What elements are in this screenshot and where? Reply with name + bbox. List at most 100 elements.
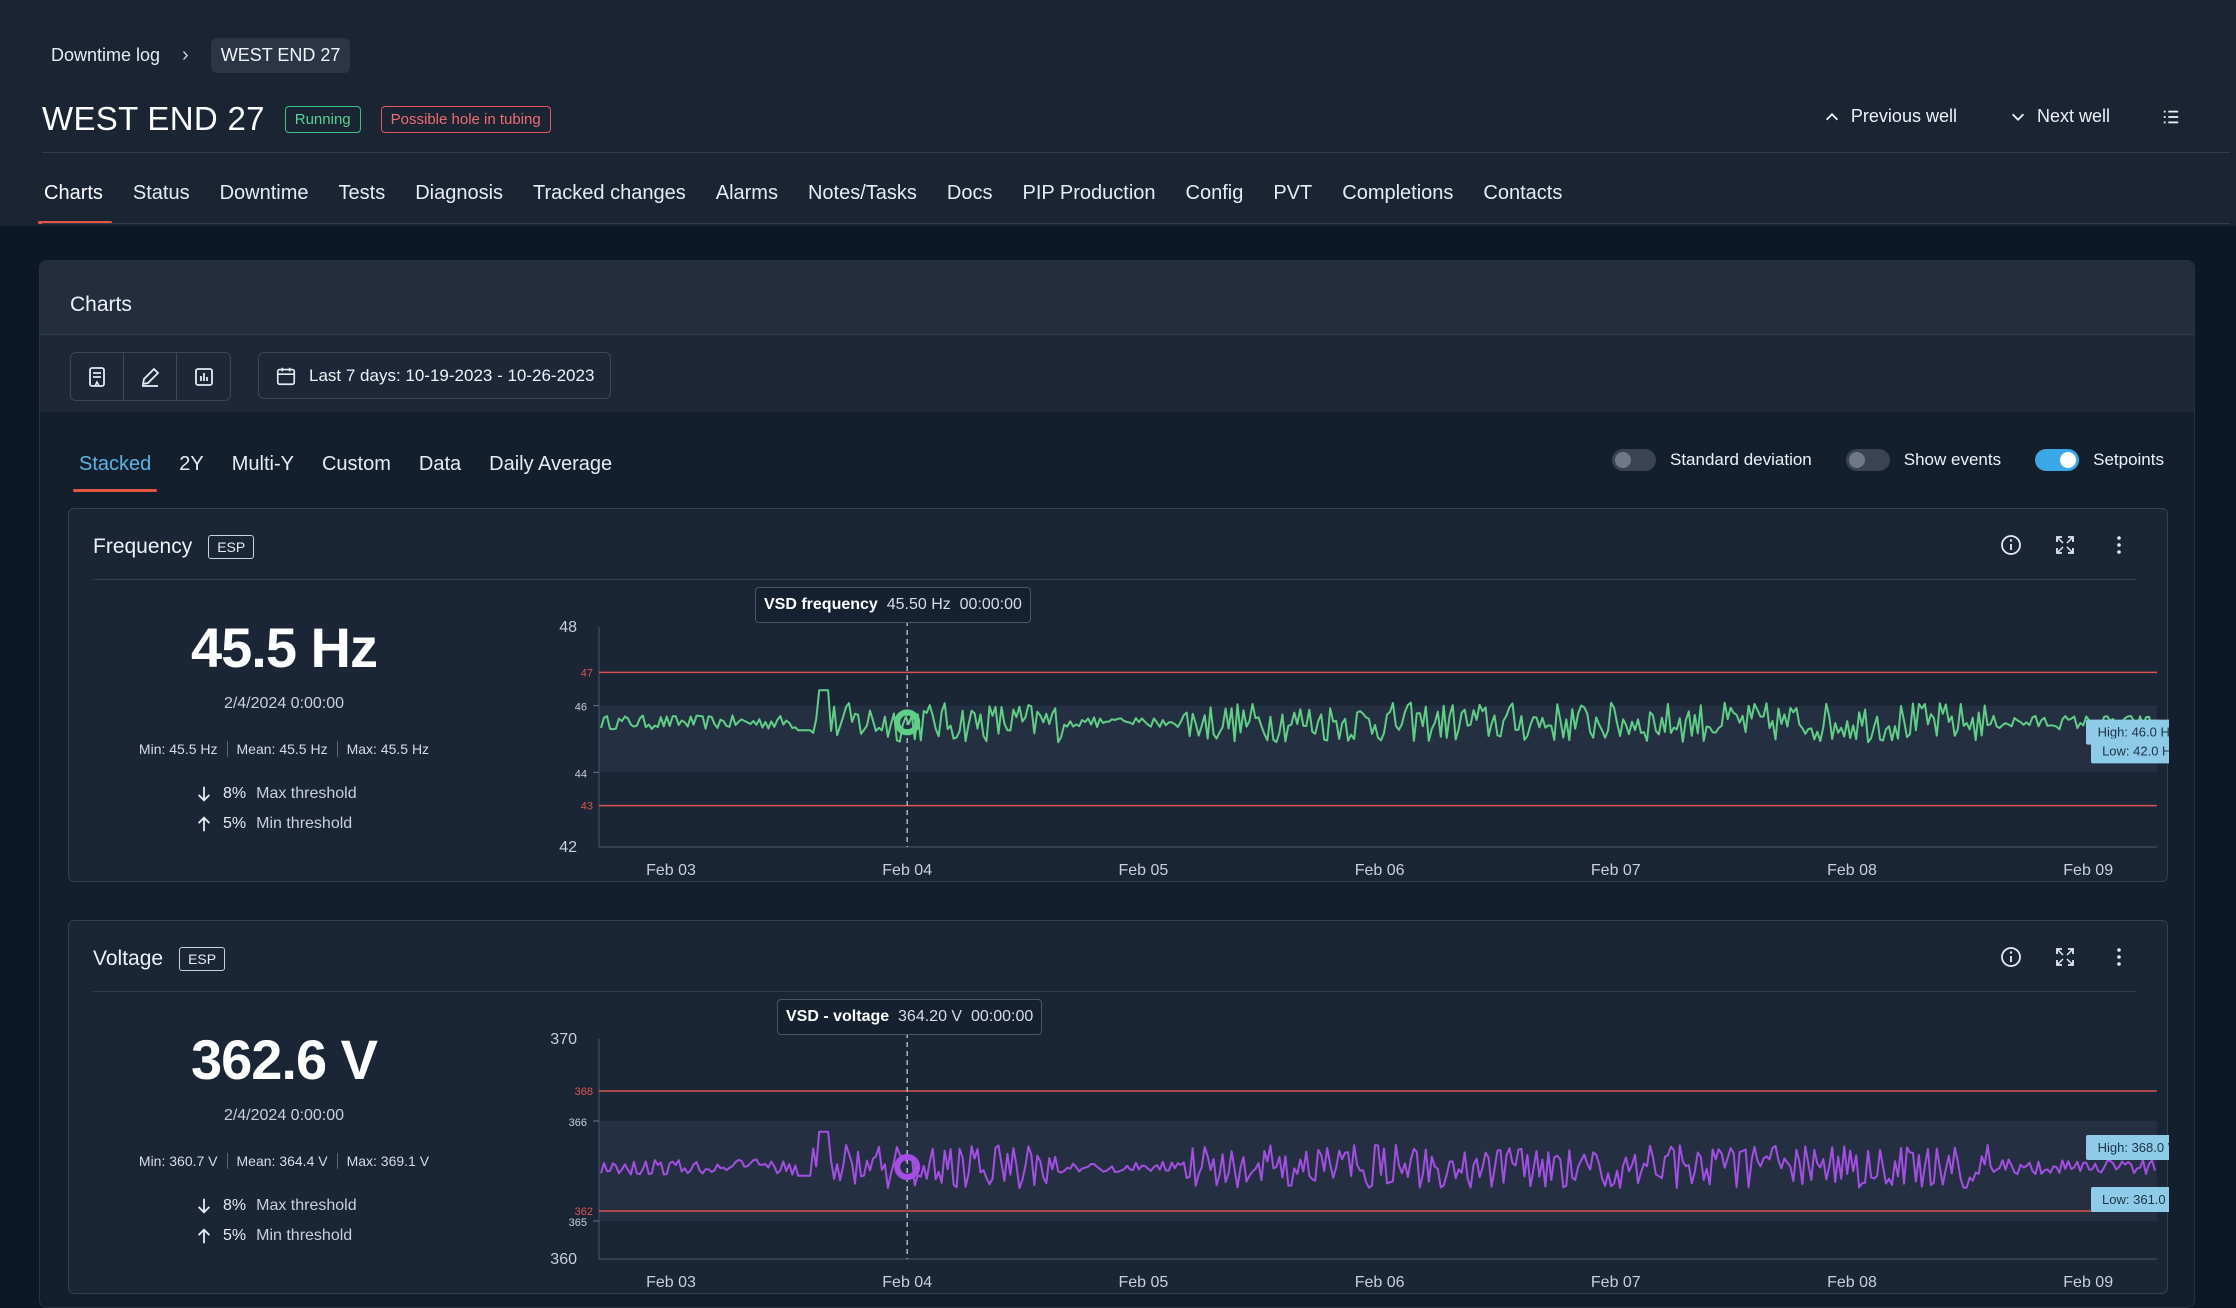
date-range-picker[interactable]: Last 7 days: 10-19-2023 - 10-26-2023 xyxy=(258,352,612,399)
info-icon[interactable] xyxy=(1999,533,2023,557)
x-tick-label: Feb 08 xyxy=(1827,862,1877,879)
hover-marker xyxy=(894,709,921,736)
tab-downtime[interactable]: Downtime xyxy=(219,182,309,204)
next-well-button[interactable]: Next well xyxy=(2009,106,2110,127)
voltage-stats: Min: 360.7 V Mean: 364.4 V Max: 369.1 V xyxy=(69,1153,499,1169)
frequency-max: Max: 45.5 Hz xyxy=(346,741,430,757)
expand-icon[interactable] xyxy=(2053,945,2077,969)
voltage-panel: Voltage ESP 362.6 V 2/4/2024 0:00:00 Min… xyxy=(68,920,2169,1295)
next-well-label: Next well xyxy=(2036,106,2110,126)
toggle-standard-deviation[interactable]: Standard deviation xyxy=(1611,449,1812,471)
view-tab-daily-average[interactable]: Daily Average xyxy=(489,453,613,475)
low-label-box xyxy=(2091,738,2169,764)
voltage-chart[interactable]: 368 362 370 366 365 360 Feb 03 Feb 04 Feb 05 Feb … xyxy=(69,921,2169,1295)
frequency-title: Frequency xyxy=(93,535,193,558)
charts-card: Charts Last 7 days: 10-19-2023 - 10-26-2… xyxy=(39,260,2195,1308)
x-tick-label: Feb 07 xyxy=(1591,1274,1641,1291)
tab-diagnosis[interactable]: Diagnosis xyxy=(415,182,504,204)
view-tab-data[interactable]: Data xyxy=(418,453,462,475)
voltage-panel-actions xyxy=(1999,945,2131,969)
frequency-max-threshold-pct: 8% xyxy=(223,785,247,802)
frequency-tooltip-name: VSD frequency xyxy=(764,596,878,613)
voltage-max-threshold-label: Max threshold xyxy=(256,1197,357,1214)
arrow-up-icon xyxy=(197,816,211,832)
list-menu-button[interactable] xyxy=(2162,108,2180,126)
tab-contacts[interactable]: Contacts xyxy=(1483,182,1563,204)
add-chart-button[interactable] xyxy=(177,353,230,400)
chart-toolbar: Last 7 days: 10-19-2023 - 10-26-2023 xyxy=(40,335,2194,412)
edit-button[interactable] xyxy=(124,353,177,400)
tab-completions[interactable]: Completions xyxy=(1342,182,1454,204)
header-divider xyxy=(42,152,2230,153)
arrow-down-icon xyxy=(197,1198,211,1214)
pencil-icon xyxy=(141,367,160,387)
expand-icon[interactable] xyxy=(2053,533,2077,557)
arrow-down-icon xyxy=(197,786,211,802)
tab-pip-production[interactable]: PIP Production xyxy=(1022,182,1156,204)
tab-status[interactable]: Status xyxy=(132,182,190,204)
y-tick-label: 370 xyxy=(550,1031,577,1048)
view-tab-multi-y[interactable]: Multi-Y xyxy=(231,453,294,475)
tab-notes-tasks[interactable]: Notes/Tasks xyxy=(807,182,917,204)
tab-tests[interactable]: Tests xyxy=(338,182,386,204)
low-label: Low: 361.0 V xyxy=(2102,1192,2169,1207)
toggle-setpoints[interactable]: Setpoints xyxy=(2035,449,2164,471)
view-tab-stacked[interactable]: Stacked xyxy=(73,443,165,492)
x-tick-label: Feb 09 xyxy=(2063,862,2113,879)
view-tab-2y[interactable]: 2Y xyxy=(179,453,204,475)
frequency-panel-divider xyxy=(93,579,2137,580)
voltage-min-threshold: 5% Min threshold xyxy=(195,1227,352,1245)
voltage-title: Voltage xyxy=(93,947,164,970)
more-vertical-icon[interactable] xyxy=(2107,945,2131,969)
tab-alarms[interactable]: Alarms xyxy=(715,182,778,204)
chevron-right-icon: › xyxy=(182,44,189,66)
info-icon[interactable] xyxy=(1999,945,2023,969)
bar-chart-icon xyxy=(194,367,213,386)
calendar-icon xyxy=(276,367,296,385)
esp-tag: ESP xyxy=(208,535,255,559)
x-tick-label: Feb 07 xyxy=(1591,862,1641,879)
x-tick-label: Feb 03 xyxy=(646,1274,696,1291)
tab-pvt[interactable]: PVT xyxy=(1273,182,1313,204)
switch-standard-deviation[interactable] xyxy=(1611,449,1656,471)
frequency-min: Min: 45.5 Hz xyxy=(130,741,228,757)
frequency-chart[interactable]: 47 43 48 46 44 42 Feb 03 Feb 04 Feb 05 Feb 06 Feb … xyxy=(69,509,2169,883)
page-title: WEST END 27 xyxy=(42,100,265,137)
toggle-show-events[interactable]: Show events xyxy=(1845,449,2002,471)
y-tick-label: 48 xyxy=(559,619,577,636)
breadcrumb-downtime-log[interactable]: Downtime log xyxy=(51,45,161,65)
y-tick-label: 46 xyxy=(575,702,587,714)
chart-list-button[interactable] xyxy=(71,353,124,400)
main-tabs: Charts Status Downtime Tests Diagnosis Tracke… xyxy=(38,170,1577,224)
previous-well-button[interactable]: Previous well xyxy=(1823,106,1957,127)
chart-view-tabs: Stacked 2Y Multi-Y Custom Data Daily Average xyxy=(73,443,626,492)
chart-toggles: Standard deviation Show events Setpoints xyxy=(1611,449,2164,471)
frequency-tooltip: VSD frequency 45.50 Hz 00:00:00 xyxy=(755,587,1031,623)
x-tick-label: Feb 08 xyxy=(1827,1274,1877,1291)
frequency-stats: Min: 45.5 Hz Mean: 45.5 Hz Max: 45.5 Hz xyxy=(69,741,499,757)
voltage-max: Max: 369.1 V xyxy=(346,1153,430,1169)
y-tick-label: 42 xyxy=(559,839,577,856)
tab-charts[interactable]: Charts xyxy=(38,170,118,224)
x-tick-label: Feb 03 xyxy=(646,862,696,879)
frequency-tooltip-time: 00:00:00 xyxy=(959,596,1022,613)
show-events-label: Show events xyxy=(1903,450,2002,469)
y-tick-label: 44 xyxy=(575,768,587,780)
x-tick-label: Feb 06 xyxy=(1355,1274,1405,1291)
frequency-max-threshold: 8% Max threshold xyxy=(195,785,357,803)
more-vertical-icon[interactable] xyxy=(2107,533,2131,557)
switch-show-events[interactable] xyxy=(1845,449,1890,471)
y-tick-label: 366 xyxy=(569,1117,587,1129)
tab-tracked-changes[interactable]: Tracked changes xyxy=(533,182,686,204)
voltage-tooltip: VSD - voltage 364.20 V 00:00:00 xyxy=(777,999,1043,1035)
hover-marker xyxy=(894,1154,921,1180)
tab-config[interactable]: Config xyxy=(1185,182,1244,204)
switch-setpoints[interactable] xyxy=(2035,449,2080,471)
status-badge-running: Running xyxy=(284,105,361,133)
document-chart-icon xyxy=(89,366,105,387)
frequency-max-threshold-label: Max threshold xyxy=(256,785,357,802)
lower-setpoint-label: 43 xyxy=(581,801,593,813)
view-tab-custom[interactable]: Custom xyxy=(321,453,391,475)
tab-docs[interactable]: Docs xyxy=(946,182,993,204)
date-range-label: Last 7 days: 10-19-2023 - 10-26-2023 xyxy=(309,365,595,385)
